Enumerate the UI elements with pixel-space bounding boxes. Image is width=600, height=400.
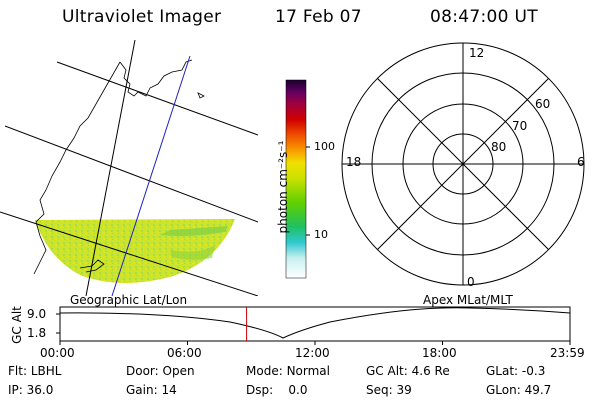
mlt-label-18: 18 xyxy=(346,155,362,169)
gc-alt-status: GC Alt: 4.6 Re xyxy=(366,364,450,378)
glon-status: GLon: 49.7 xyxy=(486,383,551,397)
geographic-map xyxy=(0,40,258,296)
door-status: Door: Open xyxy=(126,364,195,378)
colorbar-tick-100: 100 xyxy=(314,140,335,153)
seq-value: 39 xyxy=(396,383,412,397)
time-label: 08:47:00 UT xyxy=(430,7,538,27)
orbit-ylabel: GC Alt xyxy=(10,306,24,344)
colorbar-tick-10: 10 xyxy=(314,228,328,241)
dsp-label: Dsp: xyxy=(246,383,274,397)
ip-label: IP: xyxy=(8,383,23,397)
colorbar-unit-label: photon cm⁻²s⁻¹ xyxy=(276,140,290,234)
orbit-altitude-plot xyxy=(56,306,571,345)
gc-alt-label: GC Alt: xyxy=(366,364,408,378)
gain-status: Gain: 14 xyxy=(126,383,177,397)
instrument-title: Ultraviolet Imager xyxy=(62,7,222,27)
orbit-ytick-9: 9.0 xyxy=(27,307,47,321)
orbit-xtick-0000: 00:00 xyxy=(40,346,75,360)
ground-track xyxy=(111,55,191,296)
seq-status: Seq: 39 xyxy=(366,383,412,397)
glat-label: GLat: xyxy=(486,364,519,378)
glat-value: -0.3 xyxy=(521,364,546,378)
polar-plot xyxy=(341,42,585,286)
orbit-xtick-0600: 06:00 xyxy=(167,346,202,360)
orbit-xtick-1200: 12:00 xyxy=(295,346,330,360)
dsp-value: 0.0 xyxy=(288,383,308,397)
date-label: 17 Feb 07 xyxy=(275,7,362,27)
colorbar xyxy=(285,79,307,279)
door-label: Door: xyxy=(126,364,159,378)
mode-status: Mode: Normal xyxy=(246,364,330,378)
gc-alt-value: 4.6 Re xyxy=(411,364,450,378)
mlat-label-60: 60 xyxy=(535,97,551,111)
ip-status: IP: 36.0 xyxy=(8,383,53,397)
mode-value: Normal xyxy=(286,364,330,378)
glon-label: GLon: xyxy=(486,383,521,397)
glat-status: GLat: -0.3 xyxy=(486,364,545,378)
altitude-curve xyxy=(59,307,571,339)
gain-value: 14 xyxy=(161,383,177,397)
mlt-label-12: 12 xyxy=(469,46,485,60)
gain-label: Gain: xyxy=(126,383,158,397)
mlat-label-70: 70 xyxy=(512,119,528,133)
orbit-xtick-1800: 18:00 xyxy=(422,346,457,360)
polar-caption: Apex MLat/MLT xyxy=(423,293,513,307)
door-value: Open xyxy=(162,364,195,378)
orbit-ytick-1-8: 1.8 xyxy=(27,326,47,340)
ip-value: 36.0 xyxy=(26,383,54,397)
filter-value: LBHL xyxy=(30,364,62,378)
coastline xyxy=(33,59,193,275)
dsp-status: Dsp: 0.0 xyxy=(246,383,308,397)
glon-value: 49.7 xyxy=(524,383,552,397)
mlt-label-0: 0 xyxy=(467,275,475,289)
seq-label: Seq: xyxy=(366,383,393,397)
filter-label: Flt: xyxy=(8,364,27,378)
filter-status: Flt: LBHL xyxy=(8,364,61,378)
mode-label: Mode: xyxy=(246,364,283,378)
mlat-label-80: 80 xyxy=(491,140,507,154)
map-caption: Geographic Lat/Lon xyxy=(70,293,188,307)
mlt-label-6: 6 xyxy=(577,155,585,169)
orbit-xtick-2359: 23:59 xyxy=(550,346,585,360)
